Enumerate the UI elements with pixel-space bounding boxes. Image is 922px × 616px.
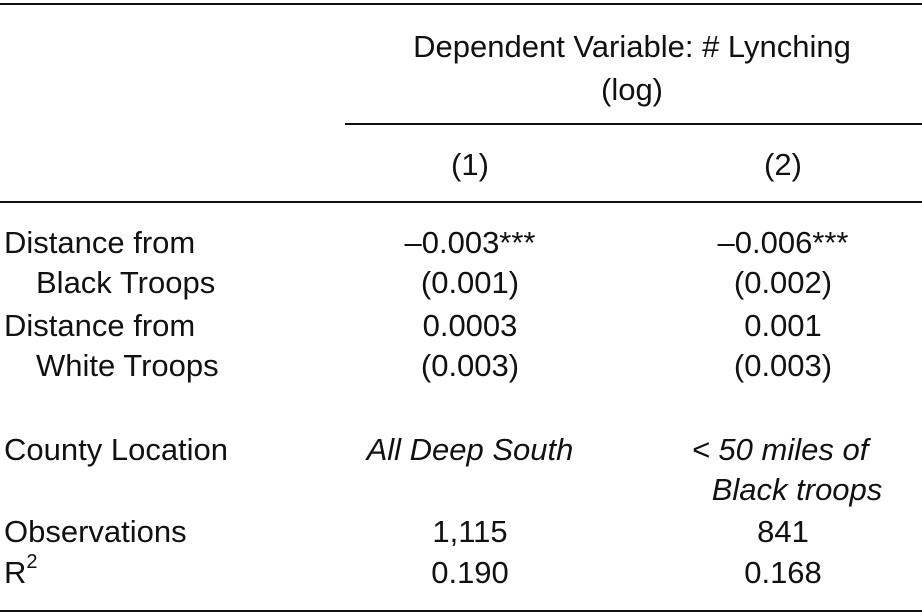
row-label: White Troops bbox=[36, 348, 219, 383]
cell: 0.0003 bbox=[422, 308, 518, 343]
cell: (0.003) bbox=[420, 348, 520, 383]
top-rule bbox=[0, 3, 922, 5]
cell: 1,115 bbox=[432, 514, 508, 549]
superscript: 2 bbox=[26, 551, 38, 573]
row-label: Distance from bbox=[4, 225, 196, 260]
mid-rule bbox=[0, 201, 922, 203]
row-label: Black Troops bbox=[36, 265, 216, 300]
cell: 841 bbox=[757, 514, 809, 549]
header-title: (log) bbox=[600, 72, 664, 107]
bottom-rule bbox=[0, 610, 922, 612]
cell: Black troops bbox=[711, 472, 883, 507]
column-label: (1) bbox=[451, 147, 489, 182]
header-title: Dependent Variable: # Lynching bbox=[413, 29, 851, 64]
cell: < 50 miles of bbox=[691, 432, 869, 467]
row-label: County Location bbox=[4, 432, 229, 467]
header-rule bbox=[345, 123, 922, 125]
cell: –0.003*** bbox=[404, 225, 536, 260]
cell: 0.001 bbox=[744, 308, 822, 343]
row-label: R2 bbox=[4, 552, 38, 590]
cell: (0.001) bbox=[420, 265, 520, 300]
column-label: (2) bbox=[764, 147, 802, 182]
row-label: R bbox=[4, 555, 27, 590]
cell: (0.002) bbox=[733, 265, 833, 300]
cell: 0.168 bbox=[744, 555, 822, 590]
cell: 0.190 bbox=[431, 555, 509, 590]
cell: All Deep South bbox=[366, 432, 574, 467]
row-label: Observations bbox=[4, 514, 187, 549]
cell: –0.006*** bbox=[717, 225, 849, 260]
cell: (0.003) bbox=[733, 348, 833, 383]
row-label: Distance from bbox=[4, 308, 196, 343]
